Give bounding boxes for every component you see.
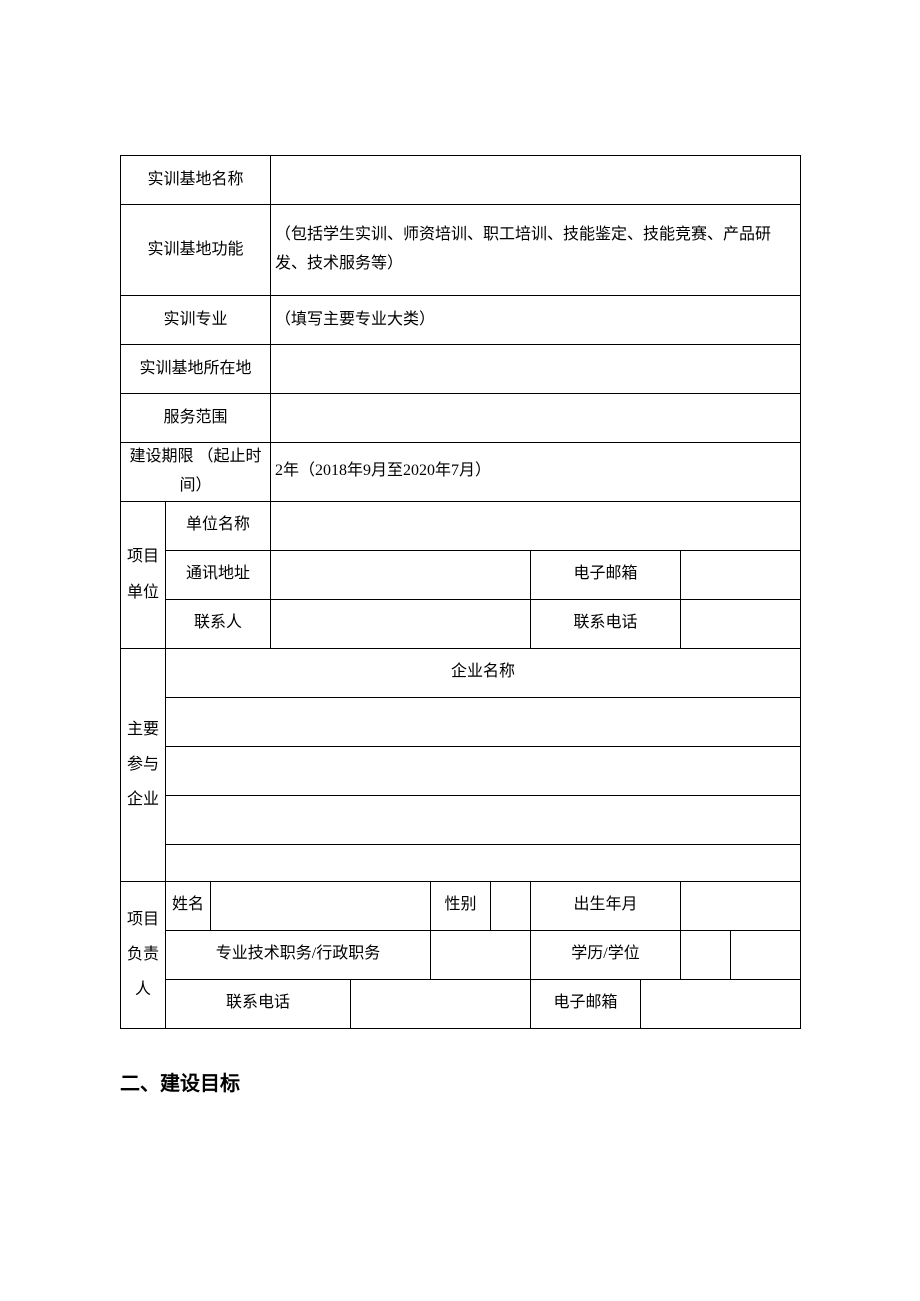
value-scope [271,394,801,443]
section-2-heading: 二、建设目标 [120,1067,920,1096]
label-unit-contact: 联系人 [166,599,271,648]
label-leader-group: 项目负责人 [121,881,166,1028]
label-enterprise-header: 企业名称 [166,648,801,697]
label-leader-name: 姓名 [166,881,211,930]
label-unit-email: 电子邮箱 [531,550,681,599]
value-leader-name [211,881,431,930]
value-leader-birth [681,881,801,930]
value-leader-title [431,930,531,979]
label-leader-degree: 学历/学位 [531,930,681,979]
label-unit-addr: 通讯地址 [166,550,271,599]
enterprise-row [166,697,801,746]
label-leader-title: 专业技术职务/行政职务 [166,930,431,979]
value-period: 2年（2018年9月至2020年7月） [271,443,801,502]
enterprise-row [166,746,801,795]
value-leader-email [641,979,801,1028]
enterprise-row [166,795,801,844]
value-leader-phone [351,979,531,1028]
label-leader-email: 电子邮箱 [531,979,641,1028]
value-unit-name [271,501,801,550]
value-leader-degree2 [731,930,801,979]
value-base-function: （包括学生实训、师资培训、职工培训、技能鉴定、技能竞赛、产品研发、技术服务等） [271,205,801,296]
enterprise-row [166,844,801,881]
label-unit-name: 单位名称 [166,501,271,550]
label-leader-phone: 联系电话 [166,979,351,1028]
label-period: 建设期限 （起止时间） [121,443,271,502]
label-major: 实训专业 [121,296,271,345]
value-leader-gender [491,881,531,930]
value-unit-email [681,550,801,599]
value-location [271,345,801,394]
label-leader-gender: 性别 [431,881,491,930]
value-base-name [271,156,801,205]
label-unit-group: 项目单位 [121,501,166,648]
value-unit-phone [681,599,801,648]
label-location: 实训基地所在地 [121,345,271,394]
label-base-name: 实训基地名称 [121,156,271,205]
label-enterprise-group: 主要参与企业 [121,648,166,881]
form-table: 实训基地名称 实训基地功能 （包括学生实训、师资培训、职工培训、技能鉴定、技能竞… [120,155,801,1029]
value-major: （填写主要专业大类） [271,296,801,345]
label-unit-phone: 联系电话 [531,599,681,648]
label-leader-birth: 出生年月 [531,881,681,930]
label-scope: 服务范围 [121,394,271,443]
value-leader-degree [681,930,731,979]
label-base-function: 实训基地功能 [121,205,271,296]
value-unit-addr [271,550,531,599]
value-unit-contact [271,599,531,648]
